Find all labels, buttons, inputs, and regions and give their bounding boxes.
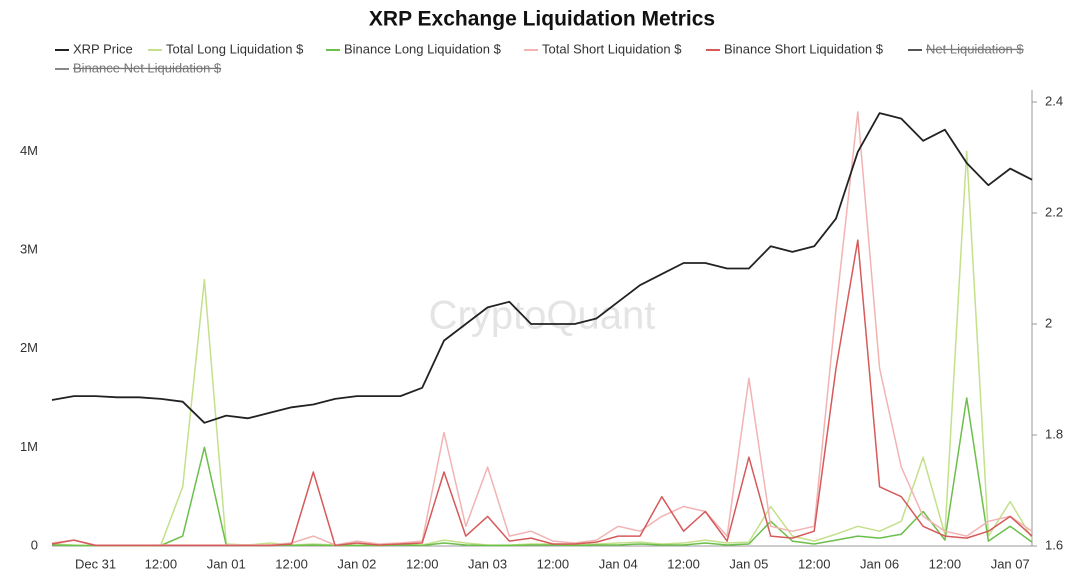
x-tick-label: Dec 31 [75,556,116,571]
x-tick-label: Jan 05 [729,556,768,571]
x-tick-label: Jan 03 [468,556,507,571]
y-tick-label: 2M [20,340,38,355]
x-tick-label: Jan 02 [337,556,376,571]
y2-tick-label: 2 [1045,315,1052,330]
legend-label[interactable]: Binance Short Liquidation $ [724,41,884,56]
x-tick-label: 12:00 [667,556,700,571]
x-tick-label: 12:00 [406,556,439,571]
series-line [51,112,1033,424]
x-tick-label: Jan 01 [207,556,246,571]
y2-tick-label: 2.2 [1045,204,1063,219]
series-line [51,397,1033,547]
watermark: CryptoQuant [429,294,656,338]
x-tick-label: 12:00 [929,556,962,571]
legend-label[interactable]: Binance Net Liquidation $ [73,60,222,75]
series-line [51,150,1033,547]
y-tick-label: 3M [20,241,38,256]
y-tick-label: 1M [20,439,38,454]
chart-title: XRP Exchange Liquidation Metrics [369,8,715,31]
y2-tick-label: 1.8 [1045,426,1063,441]
y2-tick-label: 2.4 [1045,93,1063,108]
legend-label[interactable]: Total Short Liquidation $ [542,41,682,56]
x-tick-label: 12:00 [798,556,831,571]
x-tick-label: Jan 06 [860,556,899,571]
x-tick-label: 12:00 [537,556,570,571]
x-tick-label: Jan 04 [599,556,638,571]
x-tick-label: 12:00 [145,556,178,571]
legend-label[interactable]: XRP Price [73,41,133,56]
y-tick-label: 4M [20,143,38,158]
y2-tick-label: 1.6 [1045,537,1063,552]
legend-label[interactable]: Total Long Liquidation $ [166,41,304,56]
x-tick-label: Jan 07 [991,556,1030,571]
y-tick-label: 0 [31,537,38,552]
legend-label[interactable]: Net Liquidation $ [926,41,1024,56]
x-tick-label: 12:00 [275,556,308,571]
series-line [51,239,1033,547]
legend-label[interactable]: Binance Long Liquidation $ [344,41,502,56]
